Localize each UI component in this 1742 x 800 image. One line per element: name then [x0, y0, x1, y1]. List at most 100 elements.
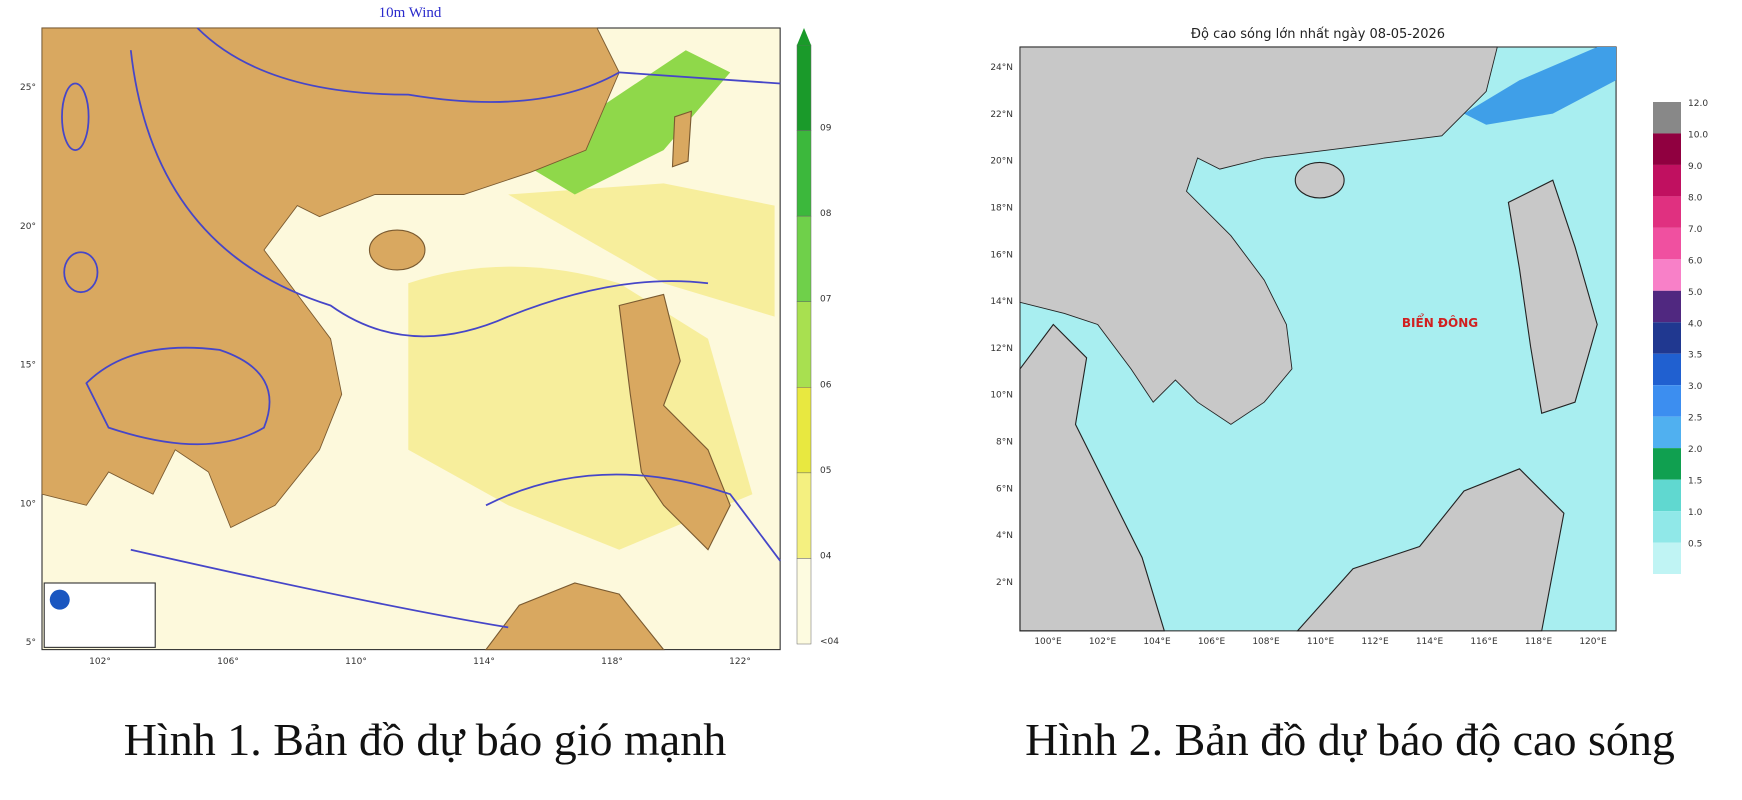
lat-label: 10°N — [990, 391, 1013, 401]
colorbar-segment — [1653, 133, 1681, 165]
land — [41, 27, 620, 529]
colorbar-label: 1.0 — [1688, 508, 1703, 518]
colorbar-label: 3.0 — [1688, 382, 1703, 392]
lat-label: 22°N — [990, 110, 1013, 120]
lon-label: 118°E — [1525, 637, 1553, 647]
colorbar-label: 06 — [820, 380, 832, 390]
colorbar-label: 3.5 — [1688, 351, 1702, 361]
colorbar-segment — [1653, 385, 1681, 417]
logo — [49, 589, 70, 610]
logo-box — [43, 582, 156, 648]
colorbar-label: 07 — [820, 295, 831, 305]
lon-label: 116°E — [1470, 637, 1498, 647]
lat-label: 15° — [20, 361, 36, 371]
lat-label: 18°N — [990, 203, 1013, 213]
colorbar-label: 7.0 — [1688, 225, 1703, 235]
lon-label: 100°E — [1034, 637, 1062, 647]
lon-label: 114° — [473, 657, 495, 667]
isobars — [61, 27, 781, 629]
colorbar-segment — [1653, 227, 1681, 260]
colorbar-arrow — [797, 28, 811, 45]
land — [368, 229, 426, 271]
caption: Hình 1. Bản đồ dự báo gió mạnh — [124, 714, 726, 765]
colorbar-segment — [796, 387, 812, 474]
lon-label: 118° — [601, 657, 623, 667]
colorbar-label: 08 — [820, 209, 832, 219]
lat-label: 4°N — [996, 531, 1013, 541]
colorbar-segment — [1653, 353, 1681, 386]
wave-map — [1019, 46, 1617, 632]
lat-label: 2°N — [996, 578, 1013, 588]
lat-label: 5° — [26, 638, 36, 648]
colorbar-segment — [796, 44, 812, 131]
lon-label: 112°E — [1361, 637, 1389, 647]
colorbar-label: 05 — [820, 466, 831, 476]
lon-label: 120°E — [1579, 637, 1607, 647]
lat-label: 6°N — [996, 484, 1013, 494]
colorbar-segment — [796, 472, 812, 559]
lon-label: 108°E — [1252, 637, 1280, 647]
map-title: 10m Wind — [379, 5, 442, 21]
land — [1294, 161, 1345, 199]
wind-map — [41, 27, 781, 651]
lon-label: 110°E — [1307, 637, 1335, 647]
colorbar-label: <04 — [820, 637, 839, 647]
colorbar-segment — [1653, 322, 1681, 354]
wind-zone-strong — [519, 50, 731, 195]
colorbar: 12.0 10.0 9.0 8.0 7.0 6.0 5.0 4.0 3.5 3.0 2.5 2.0 1.… — [1653, 99, 1708, 574]
colorbar-label: 4.0 — [1688, 319, 1703, 329]
colorbar-label: 2.0 — [1688, 445, 1703, 455]
wave-zone — [1464, 47, 1617, 125]
colorbar-segment — [1653, 164, 1681, 197]
land — [1019, 46, 1498, 425]
lon-label: 104°E — [1143, 637, 1171, 647]
lat-label: 12°N — [990, 344, 1013, 354]
land — [1296, 468, 1565, 632]
colorbar-segment — [1653, 416, 1681, 449]
land — [1019, 323, 1166, 632]
colorbar-label: 5.0 — [1688, 288, 1703, 298]
lon-label: 102°E — [1089, 637, 1117, 647]
colorbar-segment — [1653, 102, 1681, 134]
lon-label: 106° — [217, 657, 239, 667]
colorbar-segment — [1653, 542, 1681, 574]
colorbar-label: 12.0 — [1688, 99, 1708, 109]
map-title: Độ cao sóng lớn nhất ngày 08-05-2026 — [1191, 27, 1445, 42]
lon-label: 114°E — [1416, 637, 1444, 647]
colorbar-segment — [1653, 259, 1681, 291]
colorbar-label: 0.5 — [1688, 540, 1702, 550]
lat-label: 24°N — [990, 63, 1013, 73]
lat-label: 25° — [20, 83, 36, 93]
colorbar-label: 10.0 — [1688, 130, 1708, 140]
lat-label: 20° — [20, 222, 36, 232]
wind-zone — [508, 183, 775, 317]
lon-label: 110° — [345, 657, 367, 667]
lon-label: 106°E — [1198, 637, 1226, 647]
lon-label: 102° — [89, 657, 111, 667]
land — [484, 582, 665, 651]
colorbar-label: 2.5 — [1688, 414, 1702, 424]
colorbar-segment — [796, 558, 812, 645]
colorbar-label: 6.0 — [1688, 256, 1703, 266]
colorbar-label: 04 — [820, 551, 832, 561]
lat-label: 14°N — [990, 297, 1013, 307]
colorbar-segment — [1653, 479, 1681, 512]
colorbar-segment — [1653, 511, 1681, 543]
colorbar-segment — [1653, 196, 1681, 228]
colorbar-segment — [796, 130, 812, 217]
land — [671, 110, 692, 168]
lat-label: 20°N — [990, 157, 1013, 167]
colorbar-segment — [1653, 290, 1681, 323]
sea-label: BIỂN ĐÔNG — [1402, 313, 1478, 330]
lon-label: 122° — [729, 657, 751, 667]
lat-label: 16°N — [990, 250, 1013, 260]
colorbar-label: 9.0 — [1688, 162, 1703, 172]
colorbar-segment — [1653, 448, 1681, 480]
land — [1507, 179, 1598, 415]
colorbar-segment — [796, 215, 812, 302]
colorbar-label: 09 — [820, 124, 832, 134]
caption: Hình 2. Bản đồ dự báo độ cao sóng — [1025, 714, 1675, 765]
lat-label: 10° — [20, 499, 36, 509]
colorbar-label: 8.0 — [1688, 193, 1703, 203]
